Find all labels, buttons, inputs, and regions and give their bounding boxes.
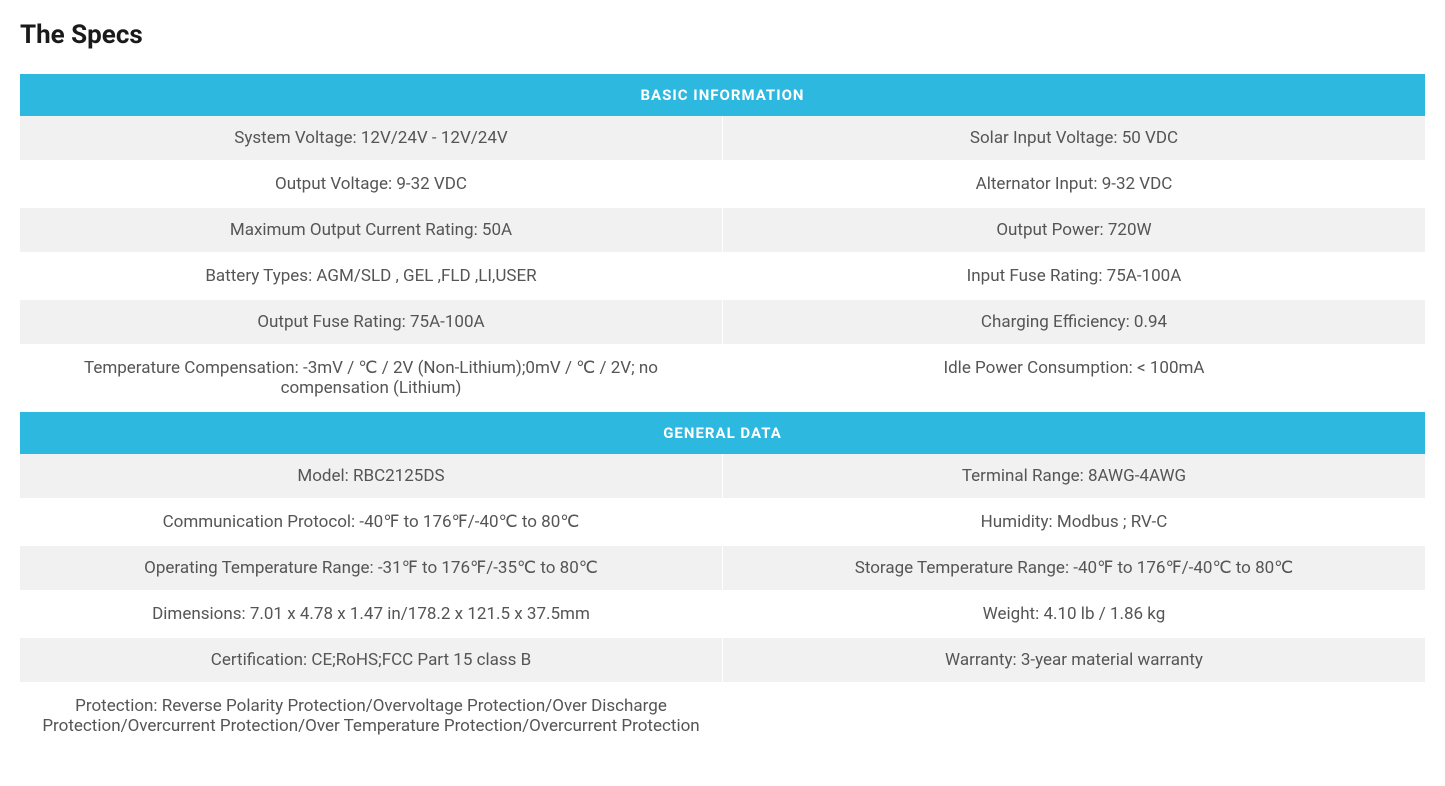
spec-row: Protection: Reverse Polarity Protection/… bbox=[20, 684, 1425, 748]
spec-cell-right: Humidity: Modbus ; RV-C bbox=[723, 500, 1425, 544]
spec-cell-right: Solar Input Voltage: 50 VDC bbox=[723, 116, 1425, 160]
spec-row: Temperature Compensation: -3mV / ℃ / 2V … bbox=[20, 346, 1425, 410]
spec-row: Certification: CE;RoHS;FCC Part 15 class… bbox=[20, 638, 1425, 682]
spec-row: Output Fuse Rating: 75A-100ACharging Eff… bbox=[20, 300, 1425, 344]
specs-section: BASIC INFORMATIONSystem Voltage: 12V/24V… bbox=[20, 74, 1425, 410]
spec-row: Battery Types: AGM/SLD , GEL ,FLD ,LI,US… bbox=[20, 254, 1425, 298]
spec-cell-left: Protection: Reverse Polarity Protection/… bbox=[20, 684, 723, 748]
spec-cell-left: Output Fuse Rating: 75A-100A bbox=[20, 300, 723, 344]
spec-cell-left: Output Voltage: 9-32 VDC bbox=[20, 162, 723, 206]
spec-row: System Voltage: 12V/24V - 12V/24VSolar I… bbox=[20, 116, 1425, 160]
spec-cell-right bbox=[723, 684, 1425, 748]
specs-table: BASIC INFORMATIONSystem Voltage: 12V/24V… bbox=[20, 74, 1425, 748]
specs-section: GENERAL DATAModel: RBC2125DSTerminal Ran… bbox=[20, 412, 1425, 748]
spec-cell-left: Model: RBC2125DS bbox=[20, 454, 723, 498]
spec-cell-right: Weight: 4.10 lb / 1.86 kg bbox=[723, 592, 1425, 636]
spec-row: Operating Temperature Range: -31℉ to 176… bbox=[20, 546, 1425, 590]
spec-cell-left: Operating Temperature Range: -31℉ to 176… bbox=[20, 546, 723, 590]
spec-cell-right: Input Fuse Rating: 75A-100A bbox=[723, 254, 1425, 298]
spec-cell-left: Maximum Output Current Rating: 50A bbox=[20, 208, 723, 252]
spec-cell-left: System Voltage: 12V/24V - 12V/24V bbox=[20, 116, 723, 160]
section-header: BASIC INFORMATION bbox=[20, 74, 1425, 116]
spec-cell-right: Output Power: 720W bbox=[723, 208, 1425, 252]
spec-cell-right: Storage Temperature Range: -40℉ to 176℉/… bbox=[723, 546, 1425, 590]
spec-cell-left: Certification: CE;RoHS;FCC Part 15 class… bbox=[20, 638, 723, 682]
spec-cell-right: Terminal Range: 8AWG-4AWG bbox=[723, 454, 1425, 498]
spec-cell-right: Alternator Input: 9-32 VDC bbox=[723, 162, 1425, 206]
spec-cell-left: Dimensions: 7.01 x 4.78 x 1.47 in/178.2 … bbox=[20, 592, 723, 636]
spec-cell-right: Charging Efficiency: 0.94 bbox=[723, 300, 1425, 344]
spec-cell-right: Idle Power Consumption: < 100mA bbox=[723, 346, 1425, 410]
page-title: The Specs bbox=[20, 20, 1425, 50]
spec-row: Maximum Output Current Rating: 50AOutput… bbox=[20, 208, 1425, 252]
spec-cell-left: Communication Protocol: -40℉ to 176℉/-40… bbox=[20, 500, 723, 544]
spec-row: Output Voltage: 9-32 VDCAlternator Input… bbox=[20, 162, 1425, 206]
spec-row: Dimensions: 7.01 x 4.78 x 1.47 in/178.2 … bbox=[20, 592, 1425, 636]
spec-cell-left: Battery Types: AGM/SLD , GEL ,FLD ,LI,US… bbox=[20, 254, 723, 298]
spec-row: Communication Protocol: -40℉ to 176℉/-40… bbox=[20, 500, 1425, 544]
rows-container: System Voltage: 12V/24V - 12V/24VSolar I… bbox=[20, 116, 1425, 410]
spec-cell-right: Warranty: 3-year material warranty bbox=[723, 638, 1425, 682]
rows-container: Model: RBC2125DSTerminal Range: 8AWG-4AW… bbox=[20, 454, 1425, 748]
spec-row: Model: RBC2125DSTerminal Range: 8AWG-4AW… bbox=[20, 454, 1425, 498]
spec-cell-left: Temperature Compensation: -3mV / ℃ / 2V … bbox=[20, 346, 723, 410]
section-header: GENERAL DATA bbox=[20, 412, 1425, 454]
